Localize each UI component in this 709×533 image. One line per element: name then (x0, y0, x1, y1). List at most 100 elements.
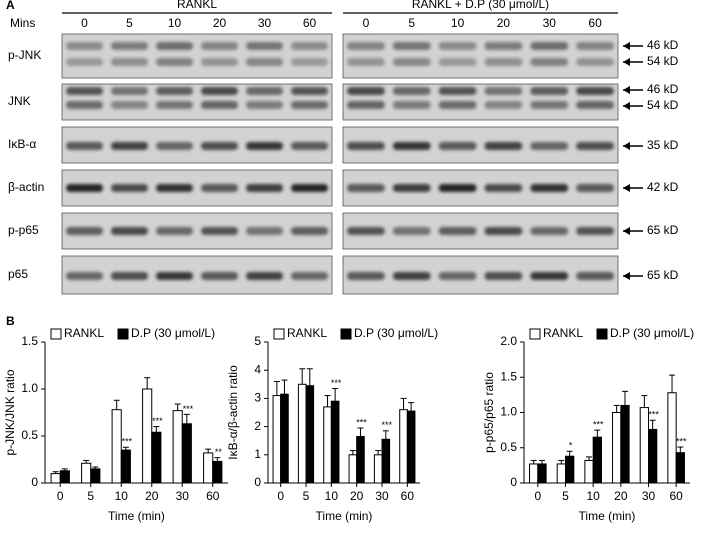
y-tick-label: 4 (254, 362, 261, 376)
blot-band (484, 101, 523, 109)
legend-swatch (340, 328, 352, 340)
blot-band (156, 227, 193, 235)
blot-band (111, 184, 148, 192)
blot-band (246, 272, 283, 280)
blot-band (66, 101, 103, 109)
blot-band (347, 227, 385, 235)
y-tick-label: 0.5 (21, 428, 38, 442)
blot-band (66, 42, 103, 50)
blot-band (347, 272, 385, 280)
blot-band (291, 42, 328, 50)
blot-band (246, 142, 283, 150)
blot-band (576, 58, 614, 66)
blot-band (246, 58, 283, 66)
row-label: β-actin (8, 180, 44, 194)
time-tick-label: 20 (213, 16, 227, 30)
blot-band (530, 227, 569, 235)
row-label: IκB-α (8, 137, 36, 151)
bar (212, 460, 223, 484)
blot-band (246, 87, 283, 95)
blot-band (392, 101, 431, 109)
bar (142, 388, 153, 484)
legend-label: D.P (30 μmol/L) (131, 326, 215, 340)
blot-band (347, 87, 385, 95)
marker-label: 35 kD (647, 138, 679, 152)
marker-arrowhead (623, 86, 630, 94)
blot-membrane (342, 33, 619, 79)
x-tick-label: 60 (401, 489, 415, 503)
marker-label: 46 kD (647, 82, 679, 96)
time-tick-label: 10 (451, 16, 465, 30)
blot-band (201, 101, 238, 109)
bar (356, 435, 365, 484)
blot-membrane (61, 169, 333, 207)
group-title: RANKL + D.P (30 μmol/L) (412, 0, 549, 11)
blot-band (291, 272, 328, 280)
blot-band (484, 87, 523, 95)
significance-label: *** (676, 436, 687, 446)
x-tick-label: 10 (115, 489, 129, 503)
x-tick-label: 30 (375, 489, 389, 503)
blot-band (530, 142, 569, 150)
blot-band (438, 142, 477, 150)
blot-band (576, 184, 614, 192)
blot-band (291, 58, 328, 66)
y-tick-label: 1.0 (500, 405, 517, 419)
blot-band (111, 58, 148, 66)
marker-label: 65 kD (647, 268, 679, 282)
legend-swatch (117, 328, 129, 340)
x-tick-label: 5 (303, 489, 310, 503)
marker-arrowhead (623, 184, 630, 192)
blot-band (156, 58, 193, 66)
bar (373, 454, 383, 484)
blot-band (66, 87, 103, 95)
blot-band (246, 184, 283, 192)
x-tick-label: 10 (586, 489, 600, 503)
blot-band (392, 87, 431, 95)
significance-label: * (569, 441, 573, 451)
bar (348, 454, 358, 484)
blot-band (576, 227, 614, 235)
x-axis-label: Time (min) (108, 509, 165, 523)
time-tick-label: 60 (303, 16, 317, 30)
y-tick-label: 1.0 (21, 381, 38, 395)
bar (639, 407, 650, 484)
blot-band (438, 184, 477, 192)
panel-label: A (6, 0, 15, 12)
blot-band (156, 42, 193, 50)
significance-label: *** (122, 437, 133, 447)
blot-band (392, 184, 431, 192)
blot-band (111, 142, 148, 150)
blot-membrane (61, 212, 333, 250)
blot-membrane (342, 126, 619, 164)
y-tick-label: 1 (254, 447, 261, 461)
blot-membrane (342, 83, 619, 121)
bar (111, 409, 122, 484)
blot-membrane (61, 255, 333, 295)
blot-band (392, 227, 431, 235)
y-tick-label: 1.5 (500, 369, 517, 383)
blot-band (530, 272, 569, 280)
blot-band (347, 101, 385, 109)
bar (612, 412, 622, 484)
bar (172, 410, 183, 484)
bar (556, 463, 567, 484)
blot-band (246, 101, 283, 109)
y-tick-label: 0 (254, 475, 261, 489)
blot-band (484, 227, 523, 235)
blot-band (484, 184, 523, 192)
blot-band (484, 58, 523, 66)
blot-band (291, 227, 328, 235)
x-axis-label: Time (min) (316, 509, 373, 523)
time-tick-label: 60 (588, 16, 602, 30)
x-tick-label: 20 (145, 489, 159, 503)
blot-band (484, 142, 523, 150)
blot-band (438, 272, 477, 280)
bar (297, 383, 307, 484)
blot-band (291, 87, 328, 95)
y-axis-label: IκB-α/β-actin ratio (226, 365, 240, 460)
time-tick-label: 10 (168, 16, 182, 30)
blot-band (66, 184, 103, 192)
blot-band (291, 101, 328, 109)
